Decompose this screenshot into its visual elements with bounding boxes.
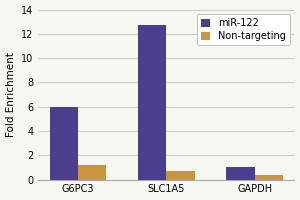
Bar bbox=[138, 25, 167, 180]
Bar bbox=[226, 167, 255, 180]
Bar bbox=[167, 171, 195, 180]
Y-axis label: Fold Enrichment: Fold Enrichment bbox=[6, 52, 16, 137]
Legend: miR-122, Non-targeting: miR-122, Non-targeting bbox=[197, 14, 290, 45]
Bar bbox=[78, 165, 106, 180]
Bar bbox=[50, 107, 78, 180]
Bar bbox=[255, 175, 283, 180]
